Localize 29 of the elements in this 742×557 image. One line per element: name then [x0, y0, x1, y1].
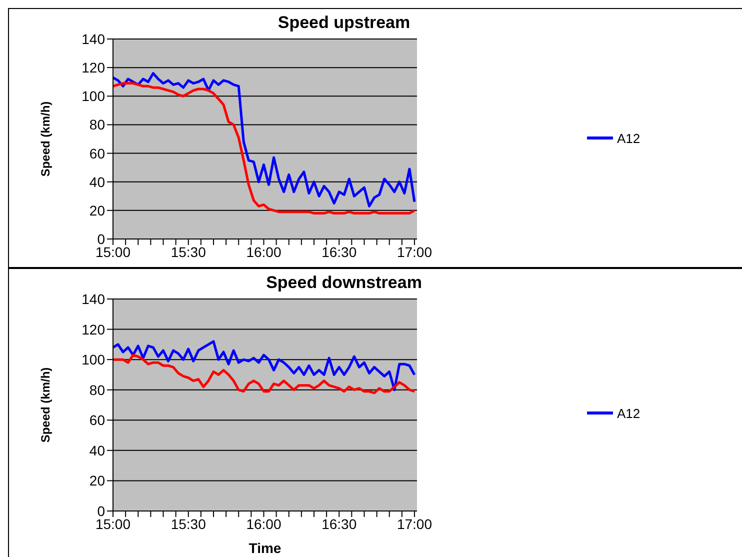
legend-label: A12: [617, 406, 640, 420]
x-tick-label: 15:30: [170, 244, 206, 260]
x-tick-label: 16:00: [246, 516, 282, 532]
y-tick-label: 100: [82, 88, 106, 104]
y-tick-label: 60: [89, 145, 106, 162]
x-tick-label: 16:00: [246, 244, 282, 260]
x-tick-label: 17:00: [396, 244, 432, 260]
y-tick-label: 140: [82, 30, 106, 47]
x-tick-label: 16:30: [322, 516, 357, 532]
y-tick-label: 60: [89, 412, 106, 428]
y-tick-label: 120: [82, 321, 106, 338]
y-tick-label: 40: [89, 442, 106, 458]
y-tick-label: 80: [89, 382, 106, 398]
x-tick-label: 16:30: [322, 244, 357, 260]
x-tick-label: 17:00: [396, 516, 432, 532]
y-tick-label: 20: [89, 202, 106, 218]
y-axis-title: Speed (km/h): [38, 367, 52, 443]
y-tick-label: 80: [89, 116, 106, 133]
chart-title: Speed downstream: [265, 273, 423, 293]
x-tick-label: 15:30: [170, 516, 206, 532]
y-tick-label: 120: [82, 60, 106, 76]
legend-label: A12: [617, 130, 640, 146]
y-tick-label: 20: [89, 472, 106, 489]
y-axis-title: Speed (km/h): [38, 101, 52, 177]
x-axis-title: Time: [248, 540, 282, 556]
chart-title: Speed upstream: [276, 13, 412, 33]
y-tick-label: 40: [89, 174, 106, 190]
y-tick-label: 140: [82, 290, 106, 307]
y-tick-label: 100: [82, 352, 106, 368]
